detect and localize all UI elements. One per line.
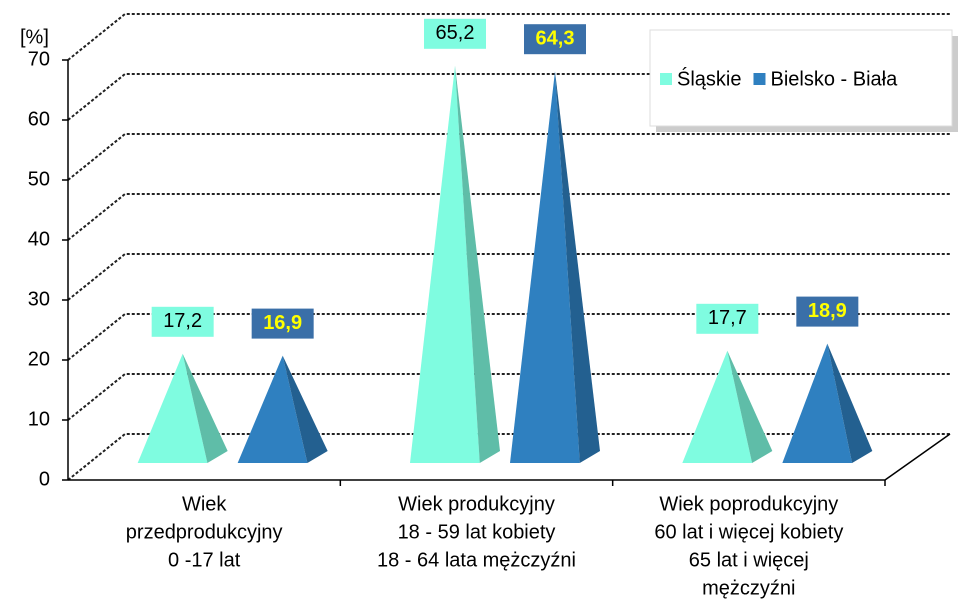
- x-tick-label: 65 lat i więcej: [689, 549, 809, 571]
- pyramid: 17,7: [682, 304, 772, 463]
- pyramid: 65,2: [410, 19, 500, 463]
- x-tick-label: 18 - 64 lata mężczyźni: [377, 549, 576, 571]
- legend-label: Bielsko - Biała: [770, 68, 898, 90]
- value-label: 16,9: [263, 312, 302, 334]
- value-label: 17,2: [163, 310, 202, 332]
- y-tick-label: 10: [28, 408, 50, 430]
- chart: [%] 0 10 20 30 40 50 60 70 Wiek przedprodukcyjny 0…: [0, 0, 958, 603]
- pyramid: 18,9: [782, 297, 872, 463]
- y-tick-label: 30: [28, 288, 50, 310]
- value-label: 17,7: [708, 307, 747, 329]
- x-tick-label: 60 lat i więcej kobiety: [654, 521, 843, 543]
- x-tick-label: 0 -17 lat: [168, 549, 241, 571]
- value-label: 64,3: [536, 27, 575, 49]
- legend-label: Śląskie: [677, 66, 741, 90]
- y-tick-label: 20: [28, 348, 50, 370]
- pyramid: 17,2: [138, 307, 228, 463]
- y-tick-label: 70: [28, 48, 50, 70]
- x-tick-label: Wiek produkcyjny: [398, 493, 555, 515]
- legend-marker: [753, 73, 765, 85]
- x-tick-label: Wiek poprodukcyjny: [659, 493, 838, 515]
- x-tick-label: mężczyźni: [702, 577, 795, 599]
- y-tick-label: 50: [28, 168, 50, 190]
- x-tick-label: Wiek: [182, 493, 227, 515]
- pyramid: 16,9: [238, 309, 328, 463]
- grid-line: [68, 194, 950, 240]
- legend-marker: [660, 73, 672, 85]
- y-axis-title: [%]: [20, 26, 49, 48]
- pyramid: 64,3: [510, 24, 600, 463]
- value-label: 65,2: [436, 22, 475, 44]
- grid-line: [68, 254, 950, 300]
- x-tick-label: 18 - 59 lat kobiety: [398, 521, 556, 543]
- x-tick-label: przedprodukcyjny: [126, 521, 283, 543]
- value-label: 18,9: [808, 300, 847, 322]
- grid-line: [68, 134, 950, 180]
- y-tick-label: 40: [28, 228, 50, 250]
- y-tick-label: 60: [28, 108, 50, 130]
- y-tick-label: 0: [39, 468, 50, 490]
